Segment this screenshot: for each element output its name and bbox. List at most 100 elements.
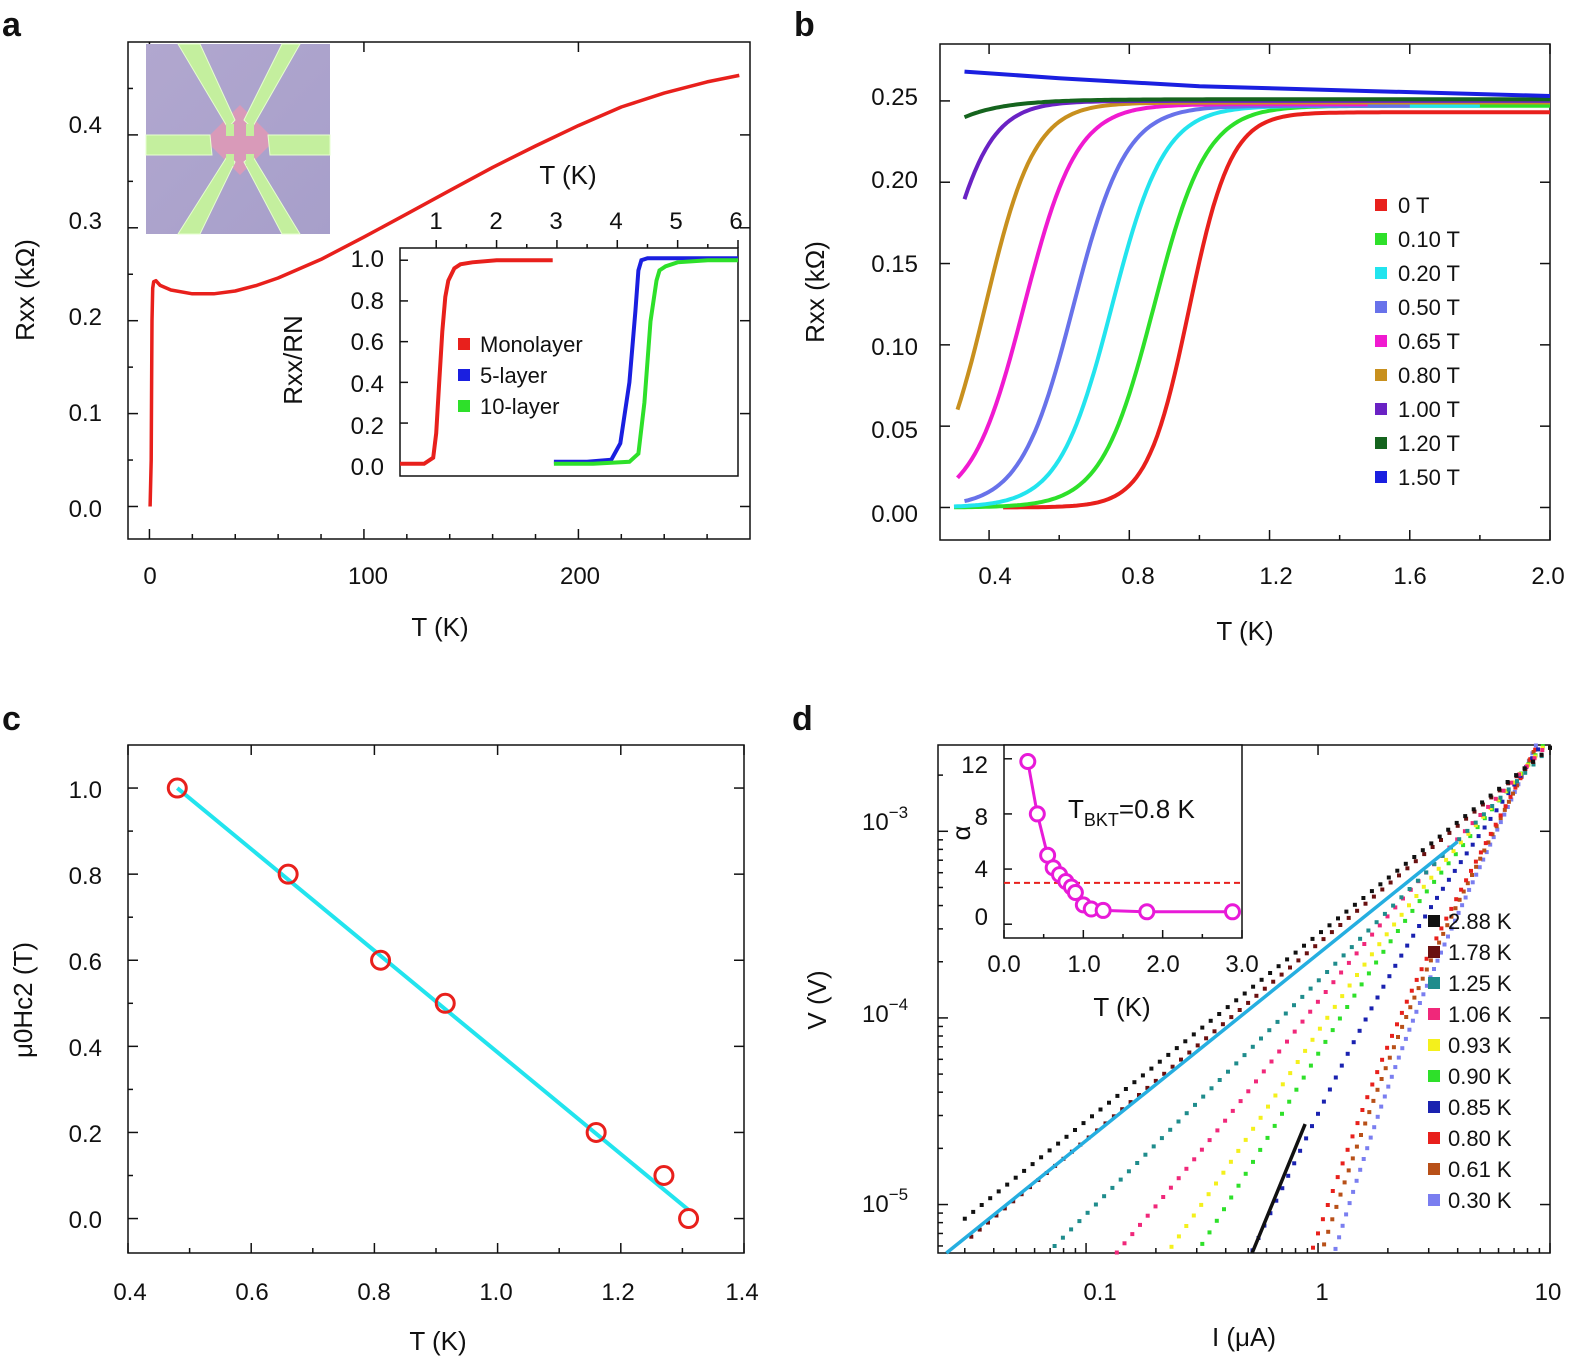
curve-1.50T	[964, 69, 1551, 98]
iv-point	[1472, 809, 1477, 814]
panel-d-xtick-label: 10	[1535, 1279, 1562, 1306]
iv-point	[1378, 882, 1383, 887]
iv-point	[1430, 845, 1435, 849]
iv-point	[986, 1220, 990, 1225]
iv-point	[1375, 1114, 1380, 1119]
legend-label-1.25K: 1.25 K	[1448, 971, 1512, 996]
panel-b-xtick-label: 0.4	[978, 563, 1011, 590]
legend-label-1.00T: 1.00 T	[1398, 397, 1460, 422]
iv-point	[1168, 1127, 1173, 1132]
panel-letter-a: a	[2, 6, 22, 44]
hc2-point	[166, 777, 188, 799]
iv-point	[1246, 1000, 1251, 1005]
inset-a-10-layer-line	[553, 258, 738, 466]
iv-point	[1316, 978, 1321, 983]
legend-swatch-10-layer	[458, 400, 470, 412]
iv-point	[1449, 914, 1454, 919]
iv-point	[1280, 1082, 1285, 1087]
iv-point	[1238, 1099, 1243, 1104]
iv-point	[1301, 1075, 1306, 1080]
legend-swatch-0.90K	[1428, 1070, 1440, 1082]
iv-point	[1461, 843, 1466, 848]
iv-point	[1498, 820, 1503, 825]
panel-d-inset-marks	[1004, 753, 1242, 921]
iv-point	[1480, 802, 1485, 807]
iv-point	[1340, 1161, 1345, 1166]
iv-point	[1280, 1186, 1285, 1191]
iv-point	[1005, 1182, 1010, 1187]
iv-point	[1420, 976, 1425, 981]
iv-point	[1359, 982, 1364, 987]
iv-point	[1363, 901, 1368, 906]
iv-point	[1327, 1087, 1332, 1092]
iv-point	[1449, 906, 1454, 911]
panel-c-ytick-label: 0.2	[69, 1121, 102, 1148]
curve-0.50T	[964, 103, 1410, 504]
iv-point	[1336, 916, 1340, 921]
iv-point	[1395, 929, 1400, 933]
legend-label-0.80T: 0.80 T	[1398, 363, 1460, 388]
iv-point	[1365, 1146, 1370, 1151]
svg-text:10−3: 10−3	[862, 803, 908, 836]
legend-label-0.90K: 0.90 K	[1448, 1064, 1512, 1089]
iv-point	[1362, 942, 1367, 946]
iv-point	[988, 1196, 993, 1201]
iv-point	[1330, 1189, 1335, 1193]
iv-point	[1122, 1241, 1127, 1246]
iv-point	[1405, 866, 1410, 871]
iv-point	[1199, 1147, 1204, 1152]
legend-swatch-5-layer	[458, 369, 470, 381]
iv-point	[1288, 1071, 1293, 1076]
legend-label-0.61K: 0.61 K	[1448, 1157, 1512, 1182]
iv-point	[1130, 1232, 1135, 1237]
iv-point	[1399, 953, 1404, 958]
legend-label-0.30K: 0.30 K	[1448, 1188, 1512, 1213]
iv-point	[1217, 1012, 1222, 1016]
iv-point	[1351, 1189, 1356, 1194]
svg-text:10−5: 10−5	[862, 1185, 908, 1218]
iv-point	[1346, 1168, 1351, 1173]
iv-point	[1237, 1008, 1242, 1012]
inset-d-xlabel: T (K)	[1093, 992, 1150, 1022]
iv-point	[1403, 918, 1408, 923]
series-0.80K	[1311, 747, 1538, 1250]
iv-point	[1400, 1046, 1405, 1051]
iv-point	[1321, 937, 1326, 942]
inset-d-ytick-label: 12	[961, 752, 988, 779]
inset-a-ytick-label: 1.0	[351, 246, 384, 273]
iv-point	[1267, 1028, 1272, 1033]
iv-point	[1143, 1152, 1148, 1157]
alpha-1-fit	[945, 840, 1459, 1255]
legend-swatch-0.80K	[1428, 1132, 1440, 1144]
inset-a-ytick-label: 0.6	[351, 329, 384, 356]
iv-point	[1176, 1234, 1181, 1239]
tbkt-sub: BKT	[1084, 810, 1119, 830]
iv-point	[1369, 952, 1374, 957]
iv-point	[1217, 1078, 1222, 1082]
iv-point	[1310, 1124, 1314, 1129]
inset-d-ytick-label: 8	[975, 804, 988, 831]
iv-point	[1251, 1126, 1256, 1131]
inset-a-top-xlabel: T (K)	[539, 160, 596, 190]
panel-b-xtick-label: 1.2	[1259, 563, 1292, 590]
iv-point	[1478, 850, 1483, 855]
panel-c-xtick-label: 0.8	[357, 1279, 390, 1306]
iv-point	[1424, 983, 1429, 988]
ytick-exp: −3	[889, 803, 908, 822]
iv-point	[1493, 822, 1498, 827]
iv-point	[1030, 1162, 1035, 1167]
panel-b-ytick-label: 0.20	[871, 167, 918, 194]
iv-point	[1303, 1048, 1308, 1053]
iv-point	[1346, 915, 1351, 920]
iv-point	[1471, 807, 1476, 812]
iv-point	[1417, 924, 1422, 928]
iv-point	[1399, 912, 1404, 917]
iv-point	[1407, 1027, 1412, 1032]
iv-point	[1432, 967, 1436, 971]
inset-d-xtick-label: 2.0	[1146, 951, 1179, 978]
inset-a-5-layer-line	[553, 256, 738, 464]
iv-point	[1123, 1087, 1128, 1091]
iv-point	[1391, 903, 1396, 908]
iv-point	[1208, 1018, 1213, 1023]
iv-point	[1429, 875, 1434, 880]
